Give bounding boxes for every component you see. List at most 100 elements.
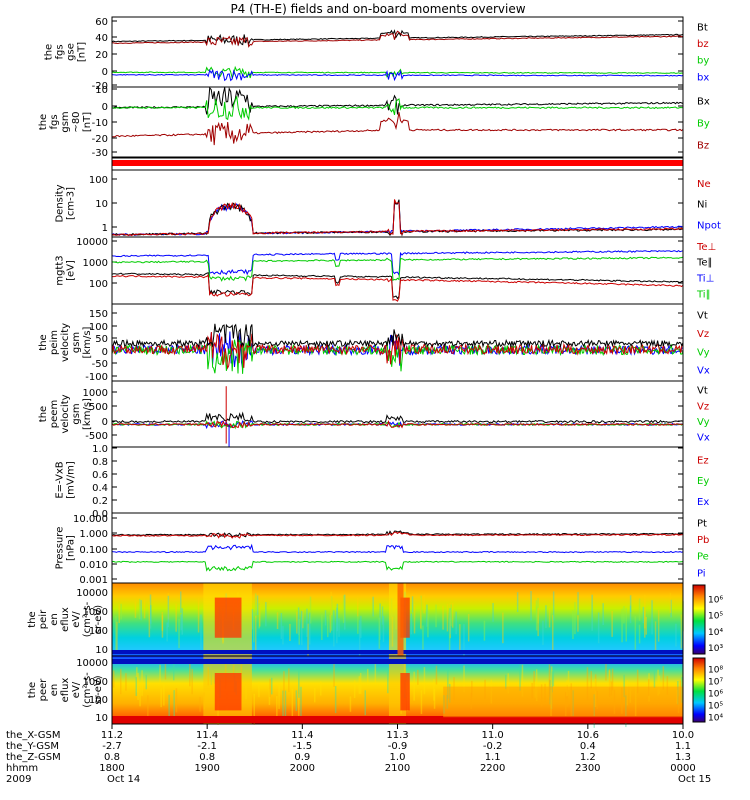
spectrogram-texture <box>449 603 451 639</box>
spectrogram-texture <box>387 667 389 694</box>
spectrogram-texture <box>597 612 600 644</box>
legend-vz: Vz <box>697 401 709 412</box>
spectrogram-texture <box>463 665 465 693</box>
spectrogram-texture <box>442 605 444 630</box>
y-tick-label: 0.0 <box>92 509 108 520</box>
spectrogram-texture <box>410 613 413 635</box>
panel-density: Density [cm-3] 1 10 100 Ne Ni Npot <box>55 169 721 238</box>
spectrogram-texture <box>164 663 167 680</box>
spectrogram-texture <box>552 615 554 650</box>
y-tick-label: 60 <box>95 17 108 28</box>
y-axis-label: E=-VxB <box>55 461 66 498</box>
x-tick-label: Oct 14 <box>107 774 140 785</box>
y-tick-label: 20 <box>95 50 108 61</box>
y-axis-label: the <box>38 334 49 350</box>
legend-vt: Vt <box>697 386 708 397</box>
x-row-label: hhmm <box>6 763 38 774</box>
spectrogram-texture <box>413 603 416 634</box>
y-tick-label: 0.010 <box>79 560 108 571</box>
y-tick-label: 0.2 <box>92 496 108 507</box>
spectrogram-texture <box>433 679 435 701</box>
legend-pb: Pb <box>697 535 709 546</box>
spectrogram-texture <box>268 689 271 705</box>
spectrogram-texture <box>256 595 259 615</box>
spectrogram-texture <box>138 598 141 620</box>
y-tick-label: 0.4 <box>92 483 108 494</box>
spectrogram-texture <box>551 671 553 693</box>
panel-frame <box>111 236 684 305</box>
colorbar-label: 10⁴ <box>708 713 723 723</box>
spectrogram-texture <box>296 611 298 634</box>
panel-peer: the peer en eflux eV/(cm²-s-sr-eV) 10 100 1000 1… <box>27 655 723 728</box>
spectrogram-texture <box>669 592 672 613</box>
spectrogram-texture <box>675 623 677 647</box>
y-tick-label: 100 <box>89 279 108 290</box>
spectrogram-texture <box>374 663 377 686</box>
y-tick-label: 0 <box>102 347 108 358</box>
spectrogram-texture <box>173 663 175 681</box>
spectrogram-texture <box>642 606 645 624</box>
x-tick-label: -1.5 <box>293 741 313 752</box>
series-bz <box>111 30 684 48</box>
active-core <box>400 673 410 711</box>
x-row-label: the_Z-GSM <box>6 752 61 763</box>
y-tick-label: -50 <box>92 359 108 370</box>
y-axis-label: [cm-3] <box>66 187 77 220</box>
spectrogram-texture <box>451 602 454 628</box>
series-by <box>111 96 683 121</box>
spectrogram-texture <box>459 624 461 650</box>
x-tick-label: 0000 <box>670 763 695 774</box>
spectrogram-texture <box>338 618 340 638</box>
spectrogram-texture <box>602 603 604 626</box>
spectrogram-texture <box>147 695 149 717</box>
series-pb <box>111 531 684 539</box>
spectrogram-texture <box>467 614 470 642</box>
spectrogram-texture <box>645 616 647 635</box>
colorbar-label: 10³ <box>708 644 723 654</box>
y-axis-label: [km/s] <box>82 398 93 430</box>
spectrogram-texture <box>572 610 574 640</box>
y-axis-label: the <box>27 611 38 627</box>
spectrogram-texture <box>280 613 283 640</box>
spectrogram-texture <box>180 614 182 631</box>
spectrogram-texture <box>519 664 521 691</box>
legend-pi: Pi <box>697 568 706 579</box>
spectrogram-texture <box>629 595 632 613</box>
y-axis-label: [nT] <box>77 42 88 62</box>
y-tick-label: 0.100 <box>79 545 108 556</box>
legend-vx: Vx <box>697 433 710 444</box>
y-axis-label: fgs <box>55 44 66 59</box>
legend-ni: Ni <box>697 200 707 211</box>
series-vt <box>111 323 684 349</box>
spectrogram-texture <box>269 678 271 698</box>
legend-bz: Bz <box>697 140 709 151</box>
legend-pt: Pt <box>697 518 707 529</box>
spectrogram-texture <box>181 608 183 635</box>
x-tick-label: 1.1 <box>675 741 691 752</box>
legend-bz: bz <box>697 39 709 50</box>
y-tick-label: 100 <box>89 626 108 637</box>
spectrogram-texture <box>423 667 426 695</box>
spectrogram-texture <box>447 670 449 699</box>
spectrogram-texture <box>533 671 535 689</box>
spectrogram-texture <box>137 672 139 701</box>
spectrogram-texture <box>449 608 451 635</box>
spike <box>397 583 404 656</box>
spectrogram-texture <box>574 602 576 635</box>
x-tick-label: 0.8 <box>104 752 120 763</box>
spectrogram-texture <box>662 666 665 690</box>
spectrogram-texture <box>271 677 273 695</box>
y-tick-label: 100 <box>89 175 108 186</box>
y-axis-label: peem <box>49 400 60 428</box>
y-axis-label: the <box>27 682 38 698</box>
y-tick-label: 0.6 <box>92 470 108 481</box>
colorbar-label: 10⁵ <box>708 701 723 711</box>
spectrogram-texture <box>364 690 366 716</box>
panel-temp: mgtt3 [eV] 100 1000 10000 Te⊥ Te∥ Ti⊥ Ti∥ <box>55 236 716 305</box>
spectrogram-texture <box>535 669 538 702</box>
spectrogram-texture <box>611 610 613 637</box>
spectrogram-texture <box>329 614 331 633</box>
x-tick-label: 2300 <box>575 763 600 774</box>
spectrogram-texture <box>552 591 555 621</box>
